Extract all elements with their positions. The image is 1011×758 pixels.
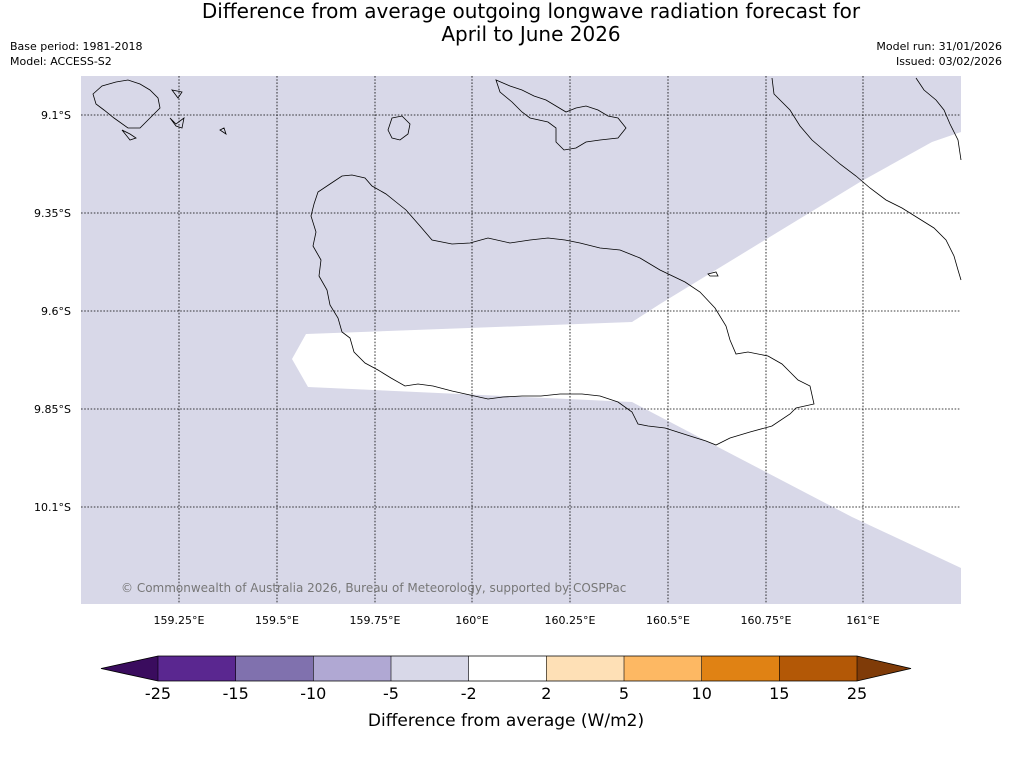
lat-labels: 9.1°S 9.35°S 9.6°S 9.85°S 10.1°S [34,109,71,514]
chart-title: Difference from average outgoing longwav… [0,0,1011,46]
coastline-savo-island [387,115,411,141]
colorbar-title: Difference from average (W/m2) [368,711,644,731]
lon-label: 161°E [846,614,879,627]
colorbar-tick: 5 [619,684,629,703]
lat-label: 9.6°S [41,305,71,318]
map-panel [81,76,961,604]
colorbar-tick: -2 [461,684,477,703]
colorbar-tick: 2 [541,684,551,703]
lon-label: 160°E [455,614,488,627]
colorbar-segment [391,656,469,681]
colorbar-segment [546,656,624,681]
colorbar-segment [313,656,391,681]
lon-label: 159.25°E [154,614,205,627]
neutral-zone [292,132,961,568]
lon-label: 160.75°E [741,614,792,627]
lat-label: 9.85°S [34,403,71,416]
coastline-guadalcanal [310,174,815,446]
colorbar: -25 -15 -10 -5 -2 2 5 10 15 25 Differenc… [100,655,912,731]
lon-label: 159.5°E [255,614,299,627]
colorbar-tick: 10 [692,684,712,703]
lon-label: 160.25°E [545,614,596,627]
model-run: Model run: 31/01/2026 [876,40,1002,53]
colorbar-tick: -15 [223,684,249,703]
lat-label: 9.35°S [34,207,71,220]
colorbar-tick: 25 [847,684,867,703]
lat-label: 9.1°S [41,109,71,122]
colorbar-dividers [157,656,858,681]
issued-date: Issued: 03/02/2026 [895,55,1002,68]
coastline-malaita [771,77,962,281]
lon-label: 159.75°E [350,614,401,627]
meta-left: Base period: 1981-2018 Model: ACCESS-S2 [10,39,142,69]
colorbar-segment [158,656,236,681]
coastline-russell-islands [92,79,227,141]
title-line-1: Difference from average outgoing longwav… [201,0,861,23]
coastline-small-islet [707,271,719,277]
colorbar-segment [779,656,857,681]
colorbar-extend-high [857,656,911,681]
lat-label: 10.1°S [34,501,71,514]
colorbar-segment [701,656,780,681]
colorbar-segment [468,656,547,681]
colorbar-extend-low [101,656,158,681]
colorbar-tick: -10 [300,684,326,703]
colorbar-tick: -25 [145,684,171,703]
colorbar-tick: 15 [769,684,789,703]
title-line-2: April to June 2026 [441,22,621,46]
graticule [81,76,961,604]
lon-labels: 159.25°E 159.5°E 159.75°E 160°E 160.25°E… [154,614,880,627]
lon-label: 160.5°E [646,614,690,627]
model-name: Model: ACCESS-S2 [10,55,112,68]
coastlines [92,77,962,446]
base-period: Base period: 1981-2018 [10,40,143,53]
meta-right: Model run: 31/01/2026 Issued: 03/02/2026 [876,39,1002,69]
colorbar-tick: -5 [383,684,399,703]
copyright-notice: © Commonwealth of Australia 2026, Bureau… [121,581,626,595]
colorbar-segment [624,656,702,681]
colorbar-segment [235,656,314,681]
coastline-florida-islands [495,79,627,151]
